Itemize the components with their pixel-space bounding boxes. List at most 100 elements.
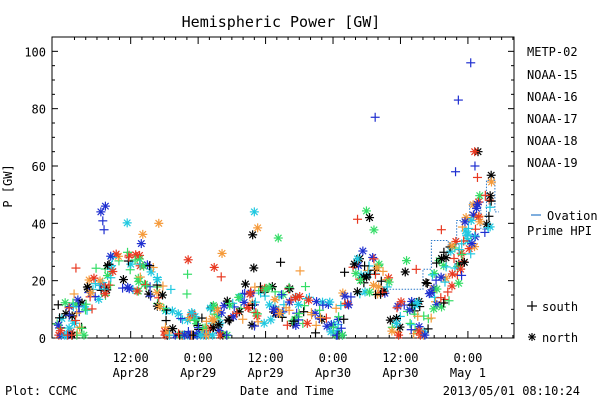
ovation-prime-hpi-line bbox=[383, 179, 499, 290]
data-point-south bbox=[276, 257, 286, 267]
data-point-south bbox=[222, 330, 232, 340]
data-point-south bbox=[300, 282, 310, 292]
data-point-north bbox=[470, 147, 480, 157]
data-point-north bbox=[106, 251, 116, 261]
legend-entry: NOAA-15 bbox=[527, 68, 578, 82]
data-point-south bbox=[423, 324, 433, 334]
x-tick-label: Apr29 bbox=[180, 366, 216, 380]
data-point-south bbox=[427, 270, 437, 280]
ovation-hpi-path bbox=[383, 179, 499, 290]
data-point-south bbox=[53, 300, 63, 310]
data-point-north bbox=[374, 259, 384, 269]
data-point-north bbox=[266, 315, 276, 325]
data-point-south bbox=[55, 313, 65, 323]
data-point-south bbox=[284, 305, 294, 315]
data-point-south bbox=[453, 95, 463, 105]
data-point-south bbox=[146, 291, 156, 301]
data-point-south bbox=[77, 323, 87, 333]
data-point-north bbox=[340, 291, 350, 301]
data-point-south bbox=[90, 292, 100, 302]
data-point-north bbox=[362, 272, 372, 282]
data-point-south bbox=[466, 58, 476, 68]
data-point-south bbox=[124, 252, 134, 262]
data-point-south bbox=[441, 262, 451, 272]
data-point-north bbox=[400, 267, 410, 277]
plot-frame bbox=[51, 36, 515, 339]
data-point-north bbox=[245, 289, 255, 299]
data-point-north bbox=[372, 263, 382, 273]
data-point-north bbox=[338, 288, 348, 298]
data-point-north bbox=[325, 297, 335, 307]
data-point-north bbox=[183, 255, 193, 265]
data-point-north bbox=[212, 305, 222, 315]
data-point-south bbox=[238, 314, 248, 324]
y-tick-label: 100 bbox=[24, 45, 46, 59]
data-point-south bbox=[426, 313, 436, 323]
data-point-north bbox=[259, 318, 269, 328]
y-tick-label: 20 bbox=[32, 275, 46, 289]
x-tick-label: 0:00 bbox=[184, 351, 213, 365]
data-point-north bbox=[264, 282, 274, 292]
data-point-south bbox=[440, 277, 450, 287]
data-point-north bbox=[132, 286, 142, 296]
data-point-south bbox=[99, 225, 109, 235]
data-point-south bbox=[72, 308, 82, 318]
x-tick-label: Apr28 bbox=[113, 366, 149, 380]
data-point-north bbox=[486, 177, 496, 187]
x-axis-label: Date and Time bbox=[240, 384, 334, 398]
data-point-south bbox=[314, 314, 324, 324]
data-point-south bbox=[466, 249, 476, 259]
data-point-north bbox=[291, 293, 301, 303]
data-point-south bbox=[315, 313, 325, 323]
data-point-south bbox=[142, 281, 152, 291]
x-tick-label: Apr30 bbox=[382, 366, 418, 380]
data-point-north bbox=[302, 318, 312, 328]
data-point-north bbox=[215, 330, 225, 340]
data-point-north bbox=[214, 320, 224, 330]
y-tick-label: 60 bbox=[32, 160, 46, 174]
data-point-north bbox=[89, 273, 99, 283]
data-point-south bbox=[413, 311, 423, 321]
y-tick-label: 40 bbox=[32, 217, 46, 231]
data-point-south bbox=[240, 288, 250, 298]
x-tick-label: 0:00 bbox=[453, 351, 482, 365]
data-point-north bbox=[187, 308, 197, 318]
legend: METP-02 NOAA-15 NOAA-16 NOAA-17 NOAA-18 … bbox=[527, 45, 578, 170]
data-point-south bbox=[276, 290, 286, 300]
data-point-north bbox=[482, 219, 492, 229]
x-tick-label: 12:00 bbox=[248, 351, 284, 365]
data-point-south bbox=[395, 311, 405, 321]
data-point-south bbox=[449, 253, 459, 263]
data-point-south bbox=[224, 299, 234, 309]
data-point-north bbox=[240, 279, 250, 289]
data-point-north bbox=[136, 239, 146, 249]
data-point-north bbox=[154, 218, 164, 228]
data-point-north bbox=[405, 305, 415, 315]
data-point-south bbox=[183, 269, 193, 279]
data-point-south bbox=[284, 282, 294, 292]
data-point-south bbox=[480, 227, 490, 237]
data-point-south bbox=[444, 296, 454, 306]
x-tick-label: May 1 bbox=[450, 366, 486, 380]
data-point-north bbox=[365, 213, 375, 223]
data-point-north bbox=[394, 330, 404, 340]
data-point-south bbox=[145, 261, 155, 271]
data-point-north bbox=[168, 324, 178, 334]
data-point-south bbox=[75, 322, 85, 332]
data-point-north bbox=[248, 230, 258, 240]
data-point-north bbox=[337, 330, 347, 340]
data-point-south bbox=[216, 272, 226, 282]
x-axis: 12:00Apr280:00Apr2912:00Apr290:00Apr3012… bbox=[73, 37, 514, 380]
data-point-south bbox=[299, 307, 309, 317]
data-point-north bbox=[234, 292, 244, 302]
data-point-south bbox=[470, 224, 480, 234]
data-point-south bbox=[376, 289, 386, 299]
data-point-north bbox=[124, 284, 134, 294]
data-point-north bbox=[275, 309, 285, 319]
data-point-south bbox=[197, 313, 207, 323]
data-point-south bbox=[295, 266, 305, 276]
legend-entry: NOAA-16 bbox=[527, 90, 578, 104]
data-point-south bbox=[406, 325, 416, 335]
data-point-north bbox=[447, 241, 457, 251]
data-point-north bbox=[293, 299, 303, 309]
